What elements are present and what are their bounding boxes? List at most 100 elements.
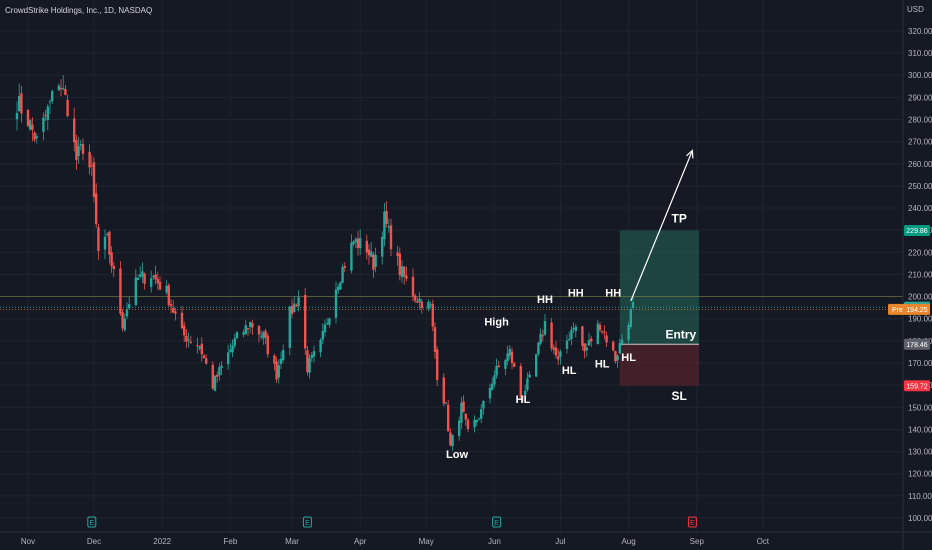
candle-body — [447, 404, 450, 432]
candle-body — [398, 253, 401, 276]
candle-body — [458, 420, 461, 436]
candle-body — [414, 295, 417, 301]
candle-body — [550, 322, 553, 349]
candle-body — [535, 354, 538, 377]
price-tick-label: 200.00 — [908, 293, 932, 302]
candle-body — [150, 278, 153, 288]
candle-body — [565, 340, 569, 349]
candle-body — [152, 276, 155, 278]
candle-body — [290, 305, 294, 315]
candle-body — [282, 350, 285, 361]
candle-body — [354, 239, 357, 242]
candle-body — [108, 231, 111, 255]
candle-body — [59, 87, 63, 90]
candle-body — [436, 349, 439, 381]
candle-body — [389, 225, 393, 250]
candle-body — [244, 325, 247, 335]
candle-body — [213, 375, 217, 391]
candle-body — [295, 305, 298, 307]
candle-body — [350, 242, 353, 271]
stop-loss-badge — [904, 380, 930, 392]
candle-body — [279, 358, 283, 364]
candle-body — [464, 413, 467, 420]
earnings-icon-glyph: E — [690, 520, 695, 527]
candle-body — [612, 341, 615, 351]
candle-body — [370, 251, 373, 257]
earnings-icon — [492, 516, 502, 528]
swing-label: HH — [537, 294, 553, 306]
candle-body — [196, 345, 199, 347]
candle-body — [506, 353, 509, 362]
candle-body — [220, 365, 223, 368]
candle-body — [310, 354, 313, 359]
candle-body — [629, 308, 632, 327]
candle-body — [51, 91, 54, 102]
candle-body — [493, 375, 496, 385]
candle-body — [90, 165, 93, 167]
candle-body — [235, 332, 239, 339]
candle-body — [587, 340, 591, 346]
candle-body — [20, 93, 23, 114]
price-tick-label: 120.00 — [908, 470, 932, 479]
candle-body — [172, 307, 175, 313]
candle-body — [590, 338, 593, 342]
candle-body — [288, 306, 291, 348]
candle-body — [77, 146, 80, 156]
candle-body — [568, 338, 571, 340]
price-tick-label: 310.00 — [908, 49, 932, 58]
candle-body — [75, 139, 78, 160]
candle-body — [189, 341, 192, 343]
candle-body — [385, 210, 388, 224]
take-profit-label: TP — [672, 211, 687, 225]
candle-body — [218, 367, 221, 376]
candle-body — [251, 323, 254, 328]
candle-body — [119, 268, 122, 314]
price-tick-label: 240.00 — [908, 204, 932, 213]
candle-body — [275, 361, 278, 380]
earnings-icon — [302, 516, 312, 528]
candle-body — [341, 267, 344, 283]
candle-body — [374, 254, 377, 267]
swing-label: Low — [446, 449, 468, 461]
candle-body — [185, 335, 188, 342]
candle-body — [297, 297, 300, 306]
candle-body — [570, 329, 573, 340]
candle-body — [266, 335, 269, 355]
candle-body — [134, 277, 137, 306]
candle-body — [352, 241, 355, 245]
candle-body — [277, 365, 280, 378]
candle-body — [154, 274, 157, 280]
candle-body — [431, 303, 434, 327]
candle-body — [319, 339, 322, 353]
candle-body — [381, 236, 384, 257]
candle-body — [81, 144, 85, 154]
time-tick-label: Mar — [285, 537, 299, 546]
candle-body — [574, 326, 577, 332]
time-axis[interactable]: Nov Dec 2022 Feb Mar Apr May Jun Jul Aug Sep Oct — [0, 531, 932, 546]
candle-body — [66, 99, 69, 117]
candle-body — [205, 358, 208, 364]
candle-body — [519, 365, 522, 398]
candle-body — [26, 109, 30, 126]
candle-body — [262, 332, 265, 339]
swing-label: HL — [562, 365, 577, 377]
candle-body — [433, 327, 437, 352]
time-tick-label: Apr — [354, 537, 367, 546]
candle-body — [18, 95, 21, 112]
entry-label: Entry — [665, 327, 696, 341]
candle-body — [308, 358, 311, 373]
earnings-icon-glyph: E — [305, 520, 310, 527]
candle-body — [420, 301, 423, 309]
candle-body — [521, 395, 525, 397]
candle-body — [585, 347, 588, 351]
candle-body — [367, 249, 371, 256]
candle-body — [35, 136, 38, 139]
time-tick-label: 2022 — [153, 537, 171, 546]
candle-body — [543, 321, 547, 335]
candle-body — [165, 285, 168, 293]
swing-label: HH — [568, 288, 584, 300]
candle-body — [334, 289, 338, 318]
candlestick-series — [15, 75, 635, 451]
